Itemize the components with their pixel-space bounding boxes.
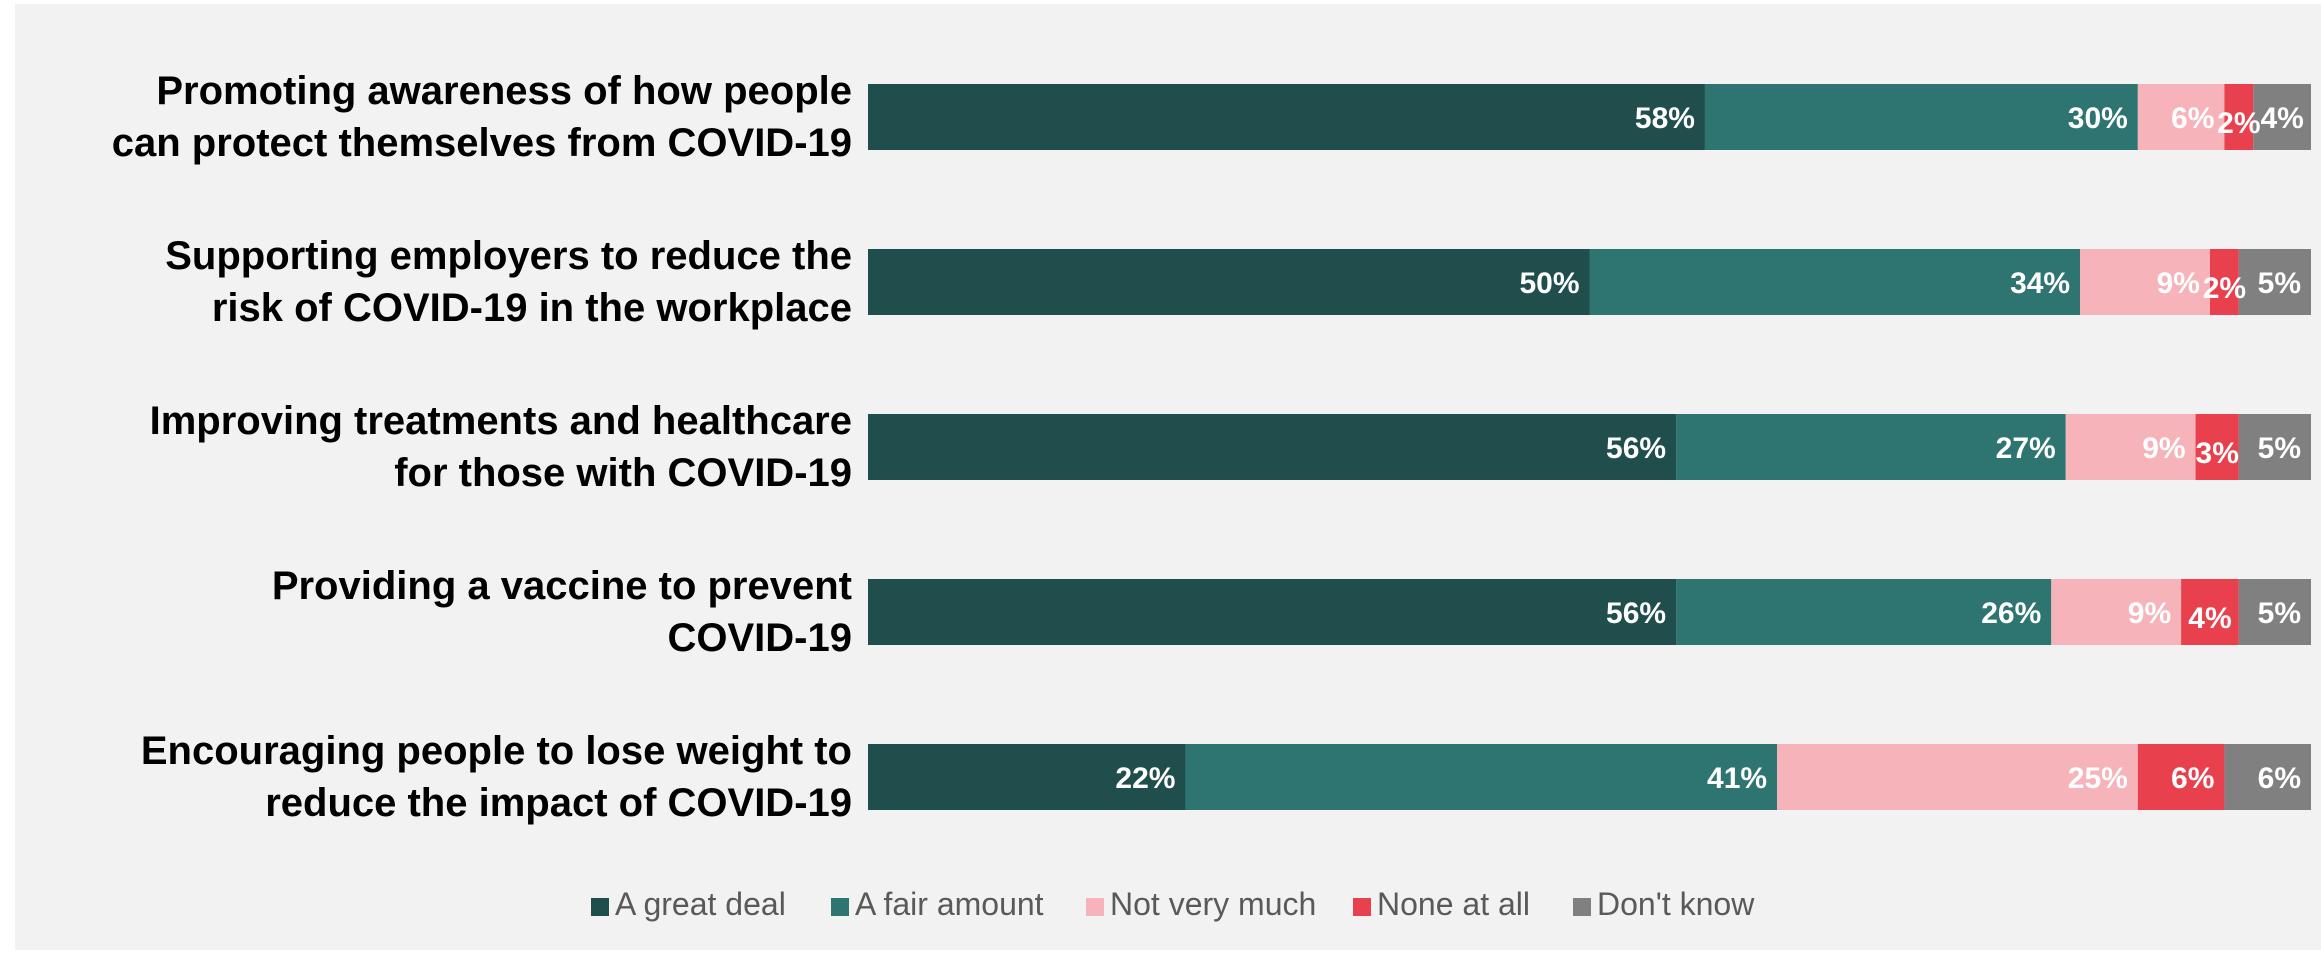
bar-segment bbox=[2238, 249, 2311, 315]
data-label: 25% bbox=[2068, 762, 2128, 795]
data-label: 6% bbox=[2258, 762, 2301, 795]
category-label: Improving treatments and healthcare bbox=[150, 399, 852, 443]
bars bbox=[868, 84, 2311, 810]
bar-segment bbox=[2065, 414, 2196, 480]
value-labels: 58% 30% 6% 2% 4%50% 34% 9% 2% 5%56% 27% 9% 3% 5%56% 2… bbox=[1115, 102, 2303, 795]
bar-segment bbox=[2051, 579, 2182, 645]
legend-swatch bbox=[831, 898, 849, 916]
data-label: 6% bbox=[2171, 102, 2214, 135]
data-label: 3% bbox=[2196, 437, 2239, 470]
category-labels: Promoting awareness of how people can pro… bbox=[112, 69, 852, 825]
category-label: can protect themselves from COVID-19 bbox=[112, 121, 852, 165]
data-label: 41% bbox=[1707, 762, 1767, 795]
category-label: reduce the impact of COVID-19 bbox=[265, 781, 852, 825]
data-label: 34% bbox=[2010, 267, 2070, 300]
data-label: 9% bbox=[2128, 597, 2171, 630]
bar-segment bbox=[1704, 84, 2138, 150]
category-label: for those with COVID-19 bbox=[394, 451, 852, 495]
bar-segment bbox=[2224, 84, 2254, 150]
legend-label: A fair amount bbox=[855, 886, 1044, 922]
chart-area: Promoting awareness of how people can pro… bbox=[15, 4, 2321, 950]
data-label: 27% bbox=[1996, 432, 2056, 465]
bar-segment bbox=[2238, 414, 2311, 480]
stacked-bar-chart: Promoting awareness of how people can pro… bbox=[112, 69, 2311, 922]
category-label: COVID-19 bbox=[668, 616, 853, 660]
bar-segment bbox=[2224, 744, 2311, 810]
category-label: Promoting awareness of how people bbox=[156, 69, 852, 113]
legend: A great deal A fair amount Not very much No… bbox=[591, 886, 1755, 922]
category-label: Providing a vaccine to prevent bbox=[272, 564, 852, 608]
legend-label: Don't know bbox=[1597, 886, 1755, 922]
data-label: 9% bbox=[2157, 267, 2200, 300]
legend-label: None at all bbox=[1377, 886, 1530, 922]
data-label: 30% bbox=[2068, 102, 2128, 135]
bar-segment bbox=[2253, 84, 2311, 150]
data-label: 56% bbox=[1606, 597, 1666, 630]
bar-segment bbox=[1777, 744, 2138, 810]
bar-segment bbox=[2137, 744, 2225, 810]
data-label: 56% bbox=[1606, 432, 1666, 465]
data-label: 4% bbox=[2260, 102, 2303, 135]
legend-swatch bbox=[1353, 898, 1371, 916]
data-label: 5% bbox=[2258, 597, 2301, 630]
category-label: Supporting employers to reduce the bbox=[165, 234, 852, 278]
data-label: 50% bbox=[1519, 267, 1579, 300]
data-label: 2% bbox=[2217, 107, 2260, 140]
bar-segment bbox=[868, 84, 1705, 150]
data-label: 4% bbox=[2188, 602, 2231, 635]
data-label: 5% bbox=[2258, 432, 2301, 465]
legend-swatch bbox=[1573, 898, 1591, 916]
data-label: 5% bbox=[2258, 267, 2301, 300]
bar-segment bbox=[868, 414, 1677, 480]
bar-segment bbox=[1185, 744, 1778, 810]
bar-segment bbox=[2137, 84, 2225, 150]
bar-segment bbox=[1676, 414, 2066, 480]
data-label: 6% bbox=[2171, 762, 2214, 795]
bar-segment bbox=[2080, 249, 2210, 315]
legend-label: Not very much bbox=[1110, 886, 1316, 922]
bar-segment bbox=[1589, 249, 2081, 315]
bar-segment bbox=[1676, 579, 2052, 645]
bar-segment bbox=[2238, 579, 2311, 645]
bar-segment bbox=[2209, 249, 2239, 315]
data-label: 22% bbox=[1115, 762, 1175, 795]
data-label: 58% bbox=[1635, 102, 1695, 135]
data-label: 9% bbox=[2142, 432, 2185, 465]
data-label: 2% bbox=[2203, 272, 2246, 305]
legend-swatch bbox=[591, 898, 609, 916]
bar-segment bbox=[868, 249, 1590, 315]
category-label: Encouraging people to lose weight to bbox=[141, 729, 852, 773]
legend-label: A great deal bbox=[615, 886, 786, 922]
legend-swatch bbox=[1086, 898, 1104, 916]
bar-segment bbox=[2195, 414, 2239, 480]
bar-segment bbox=[2181, 579, 2239, 645]
category-label: risk of COVID-19 in the workplace bbox=[212, 286, 852, 330]
data-label: 26% bbox=[1981, 597, 2041, 630]
bar-segment bbox=[868, 744, 1186, 810]
bar-segment bbox=[868, 579, 1677, 645]
